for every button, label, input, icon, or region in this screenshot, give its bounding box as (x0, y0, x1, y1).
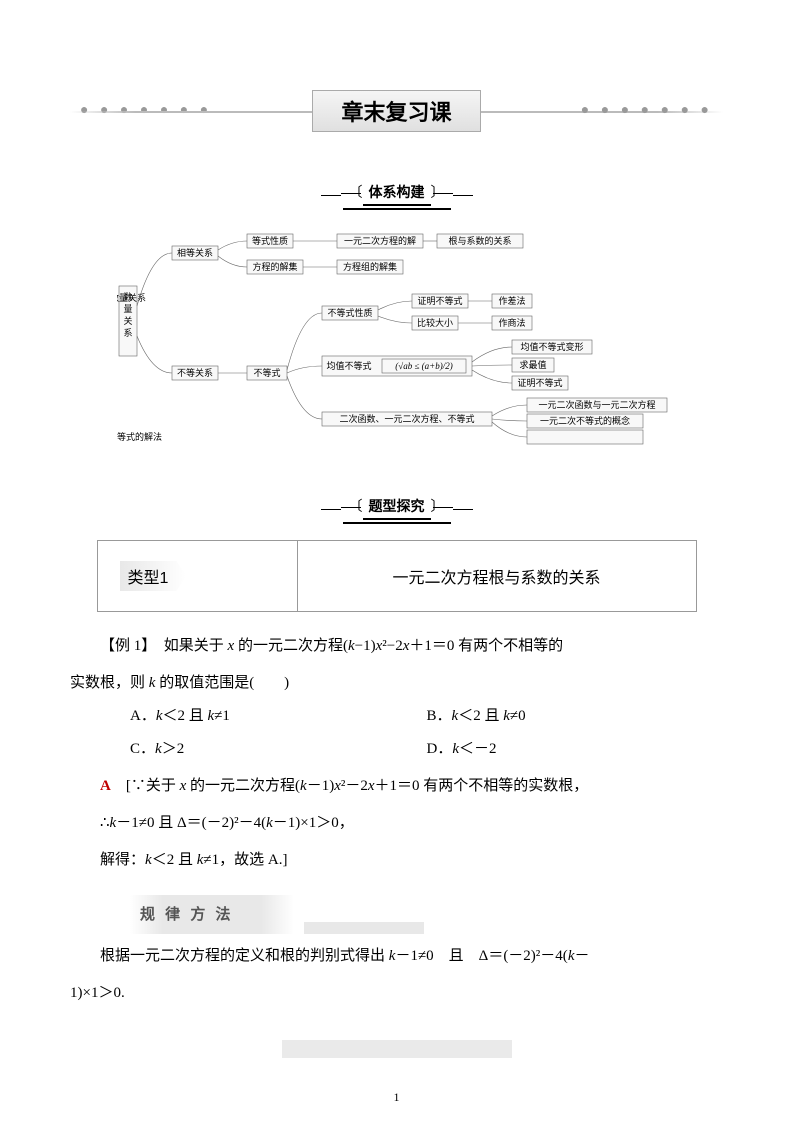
title-dots: ● ● ● ● ● ● ● (581, 103, 713, 119)
t: ∴ (100, 815, 110, 831)
type-box: 类型1 一元二次方程根与系数的关系 (97, 540, 697, 612)
node: 比较大小 (416, 317, 452, 328)
node: 一元二次函数与一元二次方程 (538, 399, 655, 410)
t: ≠1，故选 A.] (203, 852, 287, 868)
choice-list: A．k＜2 且 k≠1 B．k＜2 且 k≠0 C．k＞2 D．k＜－2 (130, 700, 723, 766)
choice-A: A．k＜2 且 k≠1 (130, 700, 427, 733)
t: －1≠0 且 Δ＝(－2)²－4( (116, 815, 266, 831)
choice-D: D．k＜－2 (427, 733, 724, 766)
node: 一元二次不等式的概念 (539, 415, 629, 426)
node: 作商法 (498, 317, 525, 328)
t: － (574, 948, 589, 964)
example-body: 【例 1】 如果关于 x 的一元二次方程(k−1)x²−2x＋1＝0 有两个不相… (70, 630, 723, 1110)
choice-B: B．k＜2 且 k≠0 (427, 700, 724, 733)
t: 解得： (100, 852, 145, 868)
grey-bar (282, 1040, 512, 1058)
t: －1)×1＞0， (273, 815, 354, 831)
t: 如果关于 (149, 638, 228, 654)
t: 根据一元二次方程的定义和根的判别式得出 (100, 948, 389, 964)
node: 均值不等式变形 (520, 341, 583, 352)
t: 的一元二次方程( (186, 778, 300, 794)
rule-tag-wrap: 规 律 方 法 (130, 895, 723, 934)
node: 根与系数的关系 (448, 235, 511, 246)
node: 作差法 (498, 295, 525, 306)
node-neq: 不等关系 (176, 367, 212, 378)
node-eq: 相等关系 (176, 247, 212, 258)
node: 一元二次方程的解 (343, 235, 415, 246)
node: 不等式 (253, 367, 280, 378)
node: 一元二次不等式的解法 (117, 431, 162, 442)
node: 方程组的解集 (342, 261, 396, 272)
section-header-structure: 〔体系构建〕 (70, 182, 723, 210)
t: −1) (355, 638, 376, 654)
t: k (348, 638, 355, 654)
t: 的取值范围是( ) (155, 675, 289, 691)
t: ＋1＝0 有两个不相等的 (409, 638, 563, 654)
t: －1≠0 且 Δ＝(－2)²－4( (395, 948, 567, 964)
page-title-wrap: ● ● ● ● ● ● ● 章末复习课 ● ● ● ● ● ● ● (70, 90, 723, 132)
type-tag: 类型1 (120, 561, 187, 591)
node: 等式性质 (251, 235, 287, 246)
concept-map: 数量关系 数量关系 相等关系 不等关系 等式性质 方程的解集 一元二次方程的解 … (117, 226, 677, 446)
page-number: 1 (70, 1084, 723, 1110)
type-title: 一元二次方程根与系数的关系 (298, 541, 696, 611)
svg-text:(√ab ≤ (a+b)/2): (√ab ≤ (a+b)/2) (395, 361, 452, 371)
t: 实数根，则 (70, 675, 149, 691)
t: －1) (307, 778, 335, 794)
rule-line (304, 922, 424, 934)
node: 二次函数、一元二次方程、不等式 (339, 413, 474, 424)
t: ＋1＝0 有两个不相等的实数根， (375, 778, 589, 794)
t: ＜2 且 (152, 852, 197, 868)
node: 证明不等式 (417, 295, 462, 306)
section-label: 体系构建 (363, 182, 431, 206)
title-dots: ● ● ● ● ● ● ● (80, 103, 212, 119)
t: ²−2 (382, 638, 402, 654)
rule-tag: 规 律 方 法 (130, 895, 294, 934)
section-label: 题型探究 (363, 496, 431, 520)
t: [∵关于 (111, 778, 180, 794)
rule-line2: 1)×1＞0. (70, 977, 723, 1010)
example-label: 【例 1】 (100, 638, 149, 654)
answer-letter: A (100, 778, 111, 794)
node: 均值不等式 (326, 360, 371, 371)
page-title: 章末复习课 (312, 90, 480, 132)
t: 的一元二次方程( (234, 638, 348, 654)
t: ²－2 (341, 778, 368, 794)
node: 不等式性质 (327, 307, 372, 318)
node: 方程的解集 (252, 261, 297, 272)
section-header-exercises: 〔题型探究〕 (70, 496, 723, 524)
type-tag-wrap: 类型1 (98, 541, 298, 611)
choice-C: C．k＞2 (130, 733, 427, 766)
node: 证明不等式 (517, 377, 562, 388)
node: 求最值 (519, 359, 546, 370)
